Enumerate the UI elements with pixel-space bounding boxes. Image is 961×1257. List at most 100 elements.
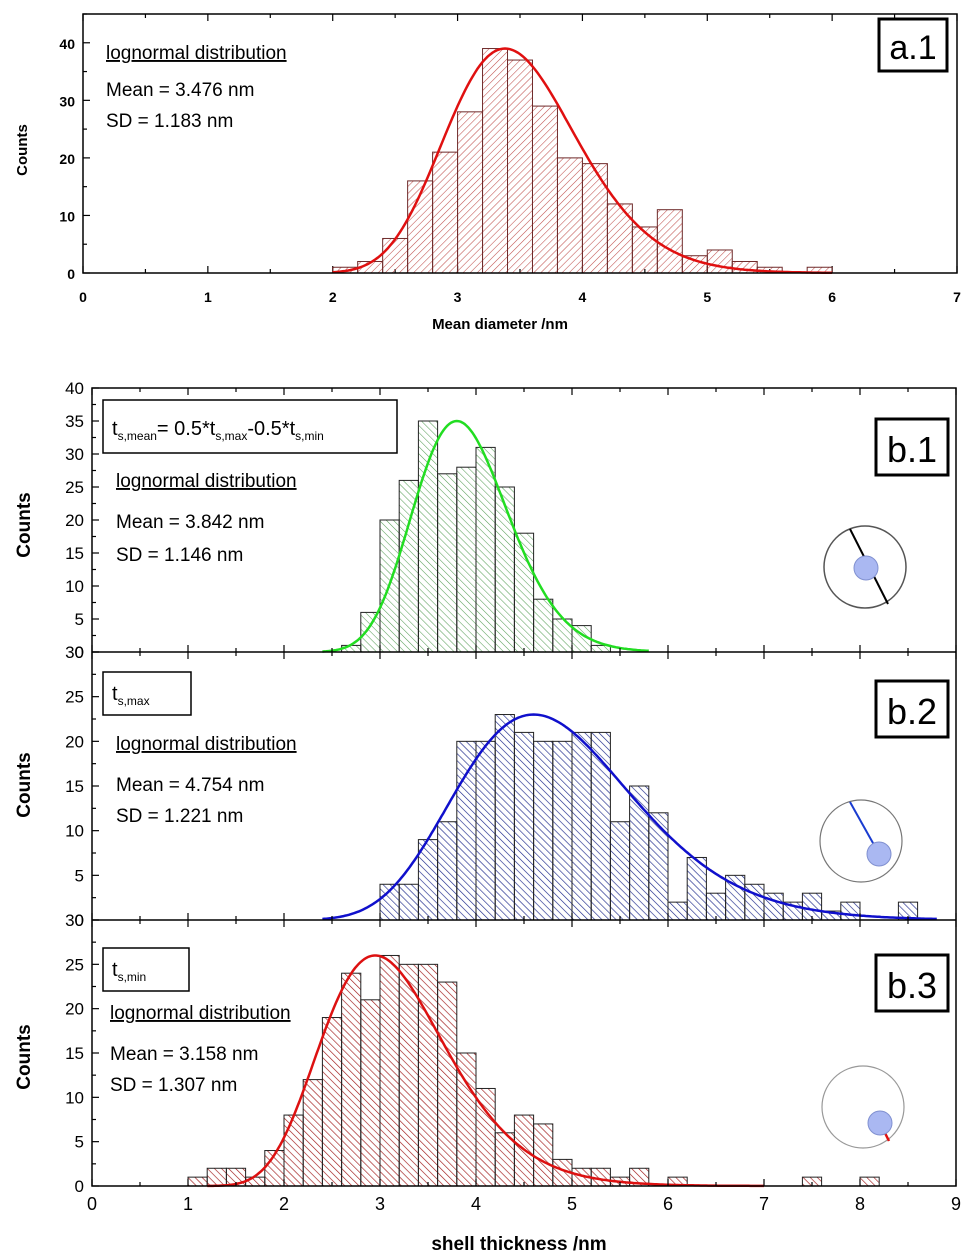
a1-distribution-label: lognormal distribution — [106, 43, 287, 64]
b1-core-circle — [853, 555, 879, 581]
b3-bar — [533, 1123, 554, 1187]
b3-bar — [417, 963, 439, 1187]
b2-mean-label: Mean = 4.754 nm — [116, 775, 264, 796]
a1-x-tick-label: 4 — [579, 289, 587, 305]
b1-shell-schematic — [823, 525, 907, 609]
a1-bar — [706, 249, 733, 274]
b-x-tick-label: 6 — [663, 1194, 673, 1214]
b2-bar — [801, 892, 823, 921]
b1-formula-box — [102, 399, 398, 454]
b2-panel-label: b.2 — [887, 691, 937, 732]
b-x-tick-label: 9 — [951, 1194, 961, 1214]
a1-panel-label-box — [877, 17, 949, 73]
b3-bar — [206, 1167, 227, 1187]
b3-fit-curve — [207, 954, 764, 1188]
b2-y-tick-label: 10 — [65, 822, 84, 841]
b-frames — [91, 387, 957, 1187]
b1-formula-sub3: s,min — [295, 429, 324, 443]
b2-y-tick-label: 25 — [65, 688, 84, 707]
b3-formula: ts,min — [112, 959, 146, 984]
a1-y-axis-label: Counts — [14, 124, 31, 176]
b3-y-tick-label: 25 — [65, 955, 84, 974]
b2-shell-schematic — [819, 799, 903, 883]
a1-x-tick-label: 7 — [953, 289, 961, 305]
b2-bar — [705, 892, 727, 921]
b1-y-tick-labels: 0 5 10 15 20 25 30 35 40 — [65, 379, 84, 662]
b2-bar — [494, 714, 515, 921]
b3-bar — [398, 963, 419, 1187]
b1-bar — [398, 479, 419, 653]
a1-plot-frame — [82, 13, 958, 274]
b1-mean-label: Mean = 3.842 nm — [116, 512, 264, 533]
b2-bar — [648, 812, 669, 921]
b1-bar — [475, 446, 496, 653]
b3-bar — [360, 999, 381, 1187]
b2-bar — [475, 740, 496, 921]
b1-bar — [533, 598, 554, 653]
b3-formula-t: t — [112, 959, 118, 981]
b3-bar — [321, 1017, 343, 1187]
b1-bar — [417, 420, 439, 653]
b1-fit-curve — [322, 419, 649, 653]
b3-panel-label: b.3 — [887, 965, 937, 1006]
a1-bar — [631, 226, 658, 274]
b3-y-tick-label: 30 — [65, 911, 84, 930]
b1-bar — [360, 611, 381, 653]
a1-sd-label: SD = 1.183 nm — [106, 111, 233, 132]
b3-mean-label: Mean = 3.158 nm — [110, 1044, 258, 1065]
b-x-tick-label: 8 — [855, 1194, 865, 1214]
b2-y-tick-label: 30 — [65, 643, 84, 662]
b1-panel-label-box — [874, 417, 950, 477]
b1-bar — [437, 473, 458, 653]
b3-bar — [283, 1114, 304, 1187]
b2-bar — [456, 740, 477, 921]
b-x-tick-label: 2 — [279, 1194, 289, 1214]
b-x-tick-labels: 0 1 2 3 4 5 6 7 8 9 — [87, 1194, 961, 1214]
b2-panel-label-box — [874, 679, 950, 739]
b3-y-tick-label: 15 — [65, 1044, 84, 1063]
b1-y-tick-label: 10 — [65, 577, 84, 596]
b2-y-tick-label: 5 — [75, 866, 84, 885]
b3-formula-box — [102, 947, 190, 992]
b1-formula-mid1: = 0.5*t — [157, 418, 216, 440]
b2-y-axis-label: Counts — [14, 752, 35, 817]
b1-formula-t1: t — [112, 418, 118, 440]
b1-y-tick-label: 30 — [65, 445, 84, 464]
a1-x-axis-label: Mean diameter /nm — [432, 316, 568, 333]
b2-bars — [379, 714, 919, 921]
a1-bar — [457, 111, 484, 274]
b1-y-tick-label: 35 — [65, 412, 84, 431]
b3-y-tick-label: 20 — [65, 1000, 84, 1019]
b2-bar — [609, 821, 631, 921]
b3-distribution-label: lognormal distribution — [110, 1003, 291, 1024]
b-x-tick-label: 4 — [471, 1194, 481, 1214]
b-x-axis-label: shell thickness /nm — [431, 1234, 606, 1255]
a1-x-tick-label: 0 — [79, 289, 87, 305]
b1-y-tick-label: 40 — [65, 379, 84, 398]
b3-core-circle — [867, 1110, 893, 1136]
a1-bar — [382, 237, 409, 274]
b1-y-tick-label: 20 — [65, 511, 84, 530]
b2-formula-box — [102, 671, 192, 716]
b2-bar — [840, 901, 861, 921]
b1-bars — [341, 420, 611, 653]
b2-bar — [552, 740, 573, 921]
b1-formula: ts,mean= 0.5*ts,max-0.5*ts,min — [112, 418, 324, 443]
b2-core-circle — [866, 841, 892, 867]
b2-sd-label: SD = 1.221 nm — [116, 806, 243, 827]
a1-panel-label: a.1 — [889, 29, 936, 67]
a1-y-tick-label: 30 — [59, 93, 75, 109]
b3-bar — [187, 1176, 208, 1187]
b1-y-axis-label: Counts — [14, 492, 35, 557]
a1-x-tick-label: 6 — [828, 289, 836, 305]
a1-bar — [556, 157, 583, 274]
a1-bar — [581, 163, 608, 274]
a1-y-tick-label: 10 — [59, 208, 75, 224]
a1-bar — [432, 151, 459, 274]
a1-mean-label: Mean = 3.476 nm — [106, 80, 254, 101]
b-x-tick-label: 5 — [567, 1194, 577, 1214]
b2-shell-outer-circle — [819, 799, 903, 883]
a1-bars — [332, 48, 833, 274]
b2-y-tick-label: 15 — [65, 777, 84, 796]
